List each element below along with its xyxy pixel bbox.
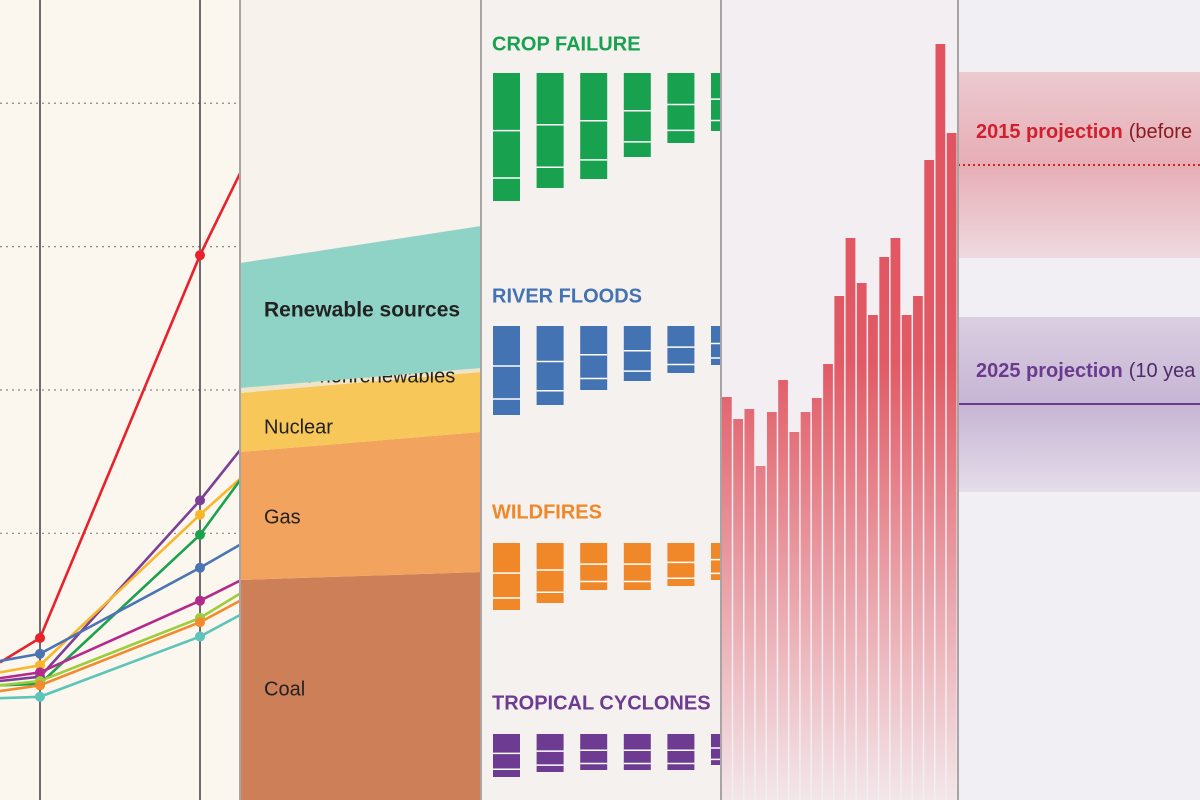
- bar: [711, 734, 721, 765]
- bar: [856, 283, 867, 800]
- point: [195, 631, 205, 642]
- bar: [580, 73, 608, 179]
- point: [195, 495, 205, 506]
- area-segment: [240, 432, 481, 580]
- bar: [623, 326, 651, 381]
- point: [195, 595, 205, 606]
- bar: [711, 73, 721, 131]
- group-title: CROP FAILURE: [492, 33, 641, 55]
- bar: [924, 160, 935, 800]
- bar: [711, 543, 721, 580]
- bar: [890, 238, 901, 800]
- area-label: Gas: [264, 506, 301, 528]
- bar: [935, 44, 946, 800]
- area-segment: [240, 368, 481, 393]
- series-line: [0, 592, 240, 687]
- bar: [623, 543, 651, 590]
- bar: [493, 326, 520, 415]
- bar: [493, 543, 520, 610]
- bar: [913, 296, 923, 800]
- panel-bars: [722, 44, 957, 800]
- panel-projections: 2015 projection (before 2025 projection (10…: [958, 72, 1200, 492]
- series-line: [0, 543, 240, 663]
- bar: [744, 409, 755, 800]
- bar: [667, 543, 695, 586]
- point: [195, 562, 205, 573]
- panel-energy: CoalGasNuclearOther nonrenewablesRenewab…: [240, 226, 481, 800]
- bar: [536, 326, 564, 405]
- projection-name: 2015 projection: [976, 121, 1123, 143]
- bar: [667, 734, 695, 770]
- area-segment: [240, 372, 481, 452]
- series-line: [0, 477, 240, 674]
- point: [195, 509, 205, 520]
- bar: [623, 73, 651, 157]
- area-label: Coal: [264, 678, 305, 700]
- bar: [580, 734, 608, 770]
- area-segment: [240, 572, 481, 800]
- group-title: RIVER FLOODS: [492, 285, 642, 307]
- area-label: Nuclear: [264, 416, 333, 438]
- point: [35, 660, 45, 671]
- projection-label: 2015 projection (before: [976, 121, 1192, 143]
- bar: [493, 73, 520, 201]
- bar: [711, 326, 721, 365]
- series-line: [0, 613, 240, 700]
- projection-name: 2025 projection: [976, 360, 1123, 382]
- bar: [536, 73, 564, 188]
- projection-note: (10 yea: [1129, 360, 1197, 382]
- area-segment: [240, 226, 481, 388]
- panel-lines: [0, 0, 240, 800]
- panel-hazards: CROP FAILURE RIVER FLOODS WILDFIRES TROPICA…: [492, 33, 721, 777]
- bar: [667, 326, 695, 373]
- series-line: [0, 599, 240, 693]
- projection-label: 2025 projection (10 yea: [976, 360, 1196, 382]
- bar: [755, 466, 766, 800]
- point: [195, 250, 205, 261]
- series-line: [0, 579, 240, 680]
- bar: [580, 543, 608, 590]
- bar: [536, 734, 564, 772]
- point: [35, 648, 45, 659]
- bar: [766, 412, 777, 800]
- area-label: Renewable sources: [264, 299, 460, 322]
- projection-note: (before: [1129, 121, 1192, 143]
- bar: [536, 543, 564, 603]
- bar: [667, 73, 695, 143]
- point: [195, 529, 205, 540]
- bar: [811, 398, 822, 800]
- point: [35, 691, 45, 702]
- bar: [800, 412, 811, 800]
- bar: [722, 397, 732, 800]
- group-title: WILDFIRES: [492, 501, 602, 523]
- bar: [623, 734, 651, 770]
- bar: [879, 257, 890, 800]
- bar: [493, 734, 520, 777]
- bar: [946, 133, 957, 800]
- dividers: [239, 0, 959, 800]
- bar: [834, 296, 845, 800]
- bar: [778, 380, 788, 800]
- bar: [789, 432, 800, 800]
- bar: [733, 419, 743, 800]
- bar: [580, 326, 608, 390]
- group-title: TROPICAL CYCLONES: [492, 692, 711, 714]
- bar: [823, 364, 833, 800]
- bar: [901, 315, 912, 800]
- point: [35, 632, 45, 643]
- point: [35, 680, 45, 691]
- bar: [845, 238, 856, 800]
- series-line: [0, 172, 240, 664]
- bar: [868, 315, 878, 800]
- point: [35, 667, 45, 678]
- point: [195, 617, 205, 628]
